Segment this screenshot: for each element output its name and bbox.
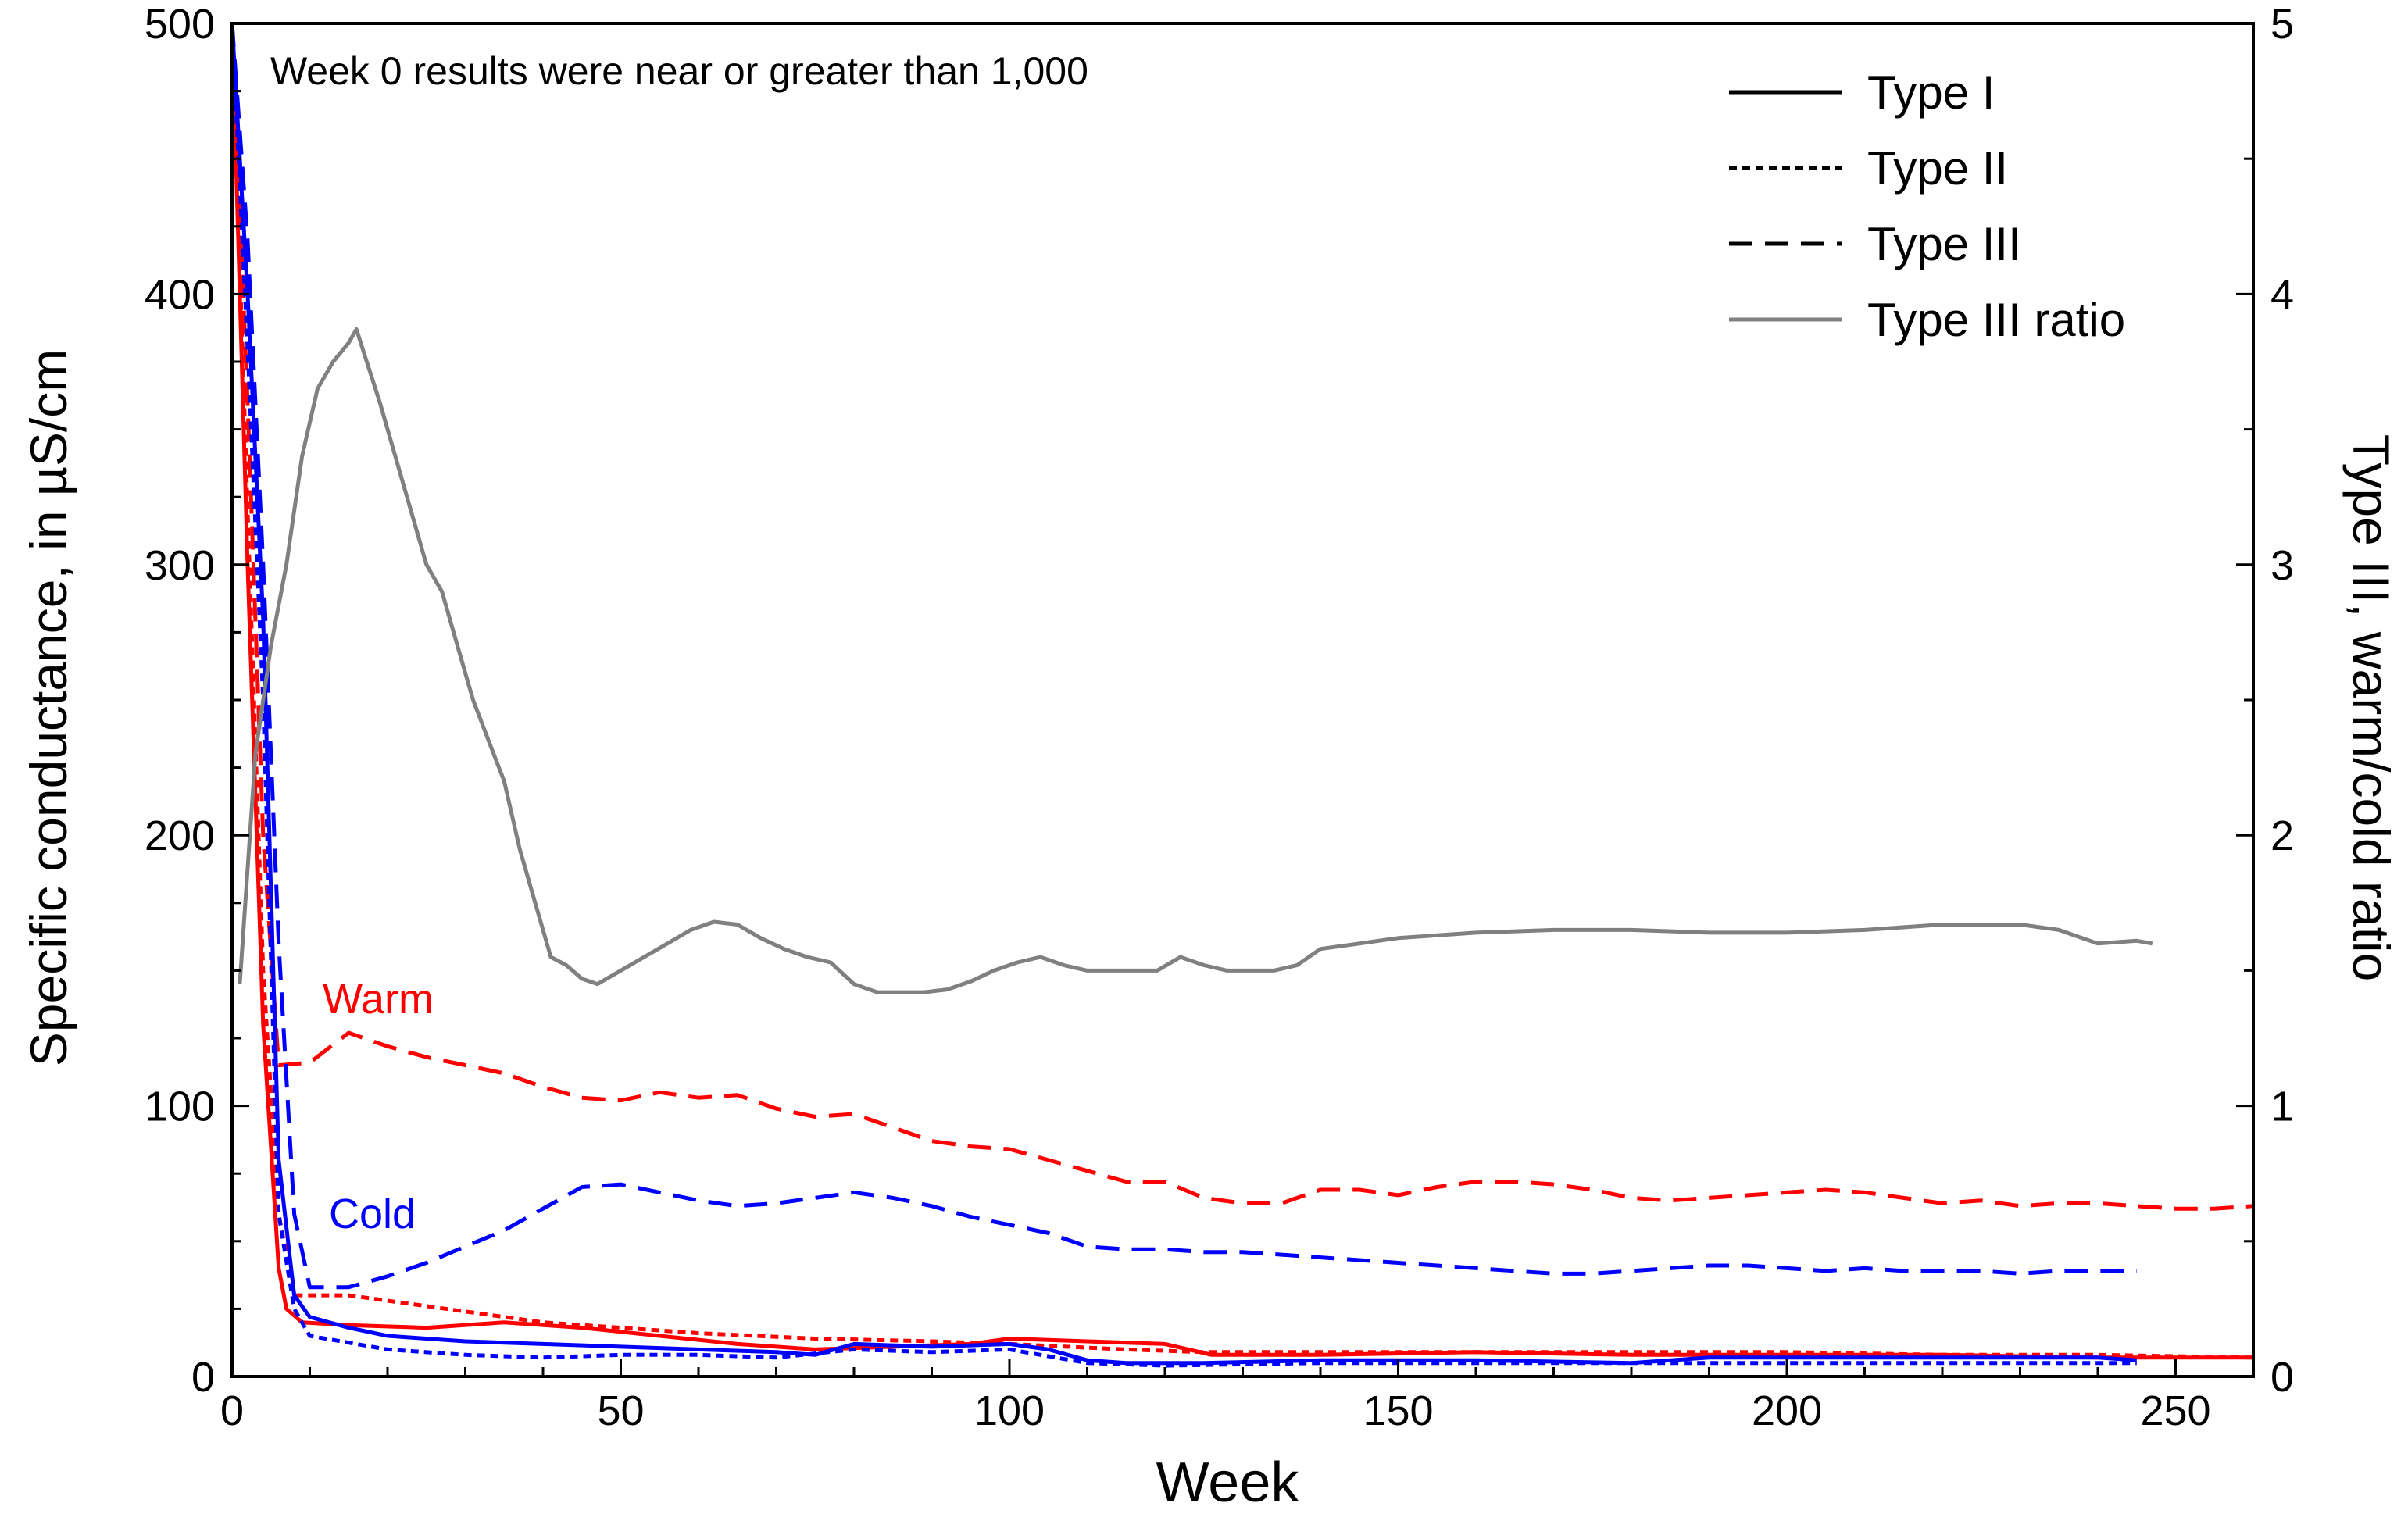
y2-axis-label: Type III, warm/cold ratio [2342, 434, 2400, 982]
x-tick-label: 100 [974, 1387, 1045, 1434]
x-tick-label: 0 [220, 1387, 244, 1434]
y2-tick-label: 2 [2270, 812, 2294, 859]
x-tick-label: 250 [2140, 1387, 2210, 1434]
y-tick-label: 100 [145, 1084, 215, 1130]
warm-label: Warm [323, 976, 434, 1023]
series-line-cold-type-iii [232, 23, 2137, 1290]
x-tick-label: 150 [1363, 1387, 1433, 1434]
y2-tick-label: 1 [2270, 1084, 2294, 1130]
annotation-text: Week 0 results were near or greater than… [270, 49, 1088, 93]
y-axis-label: Specific conductance, in µS/cm [20, 349, 77, 1066]
y-tick-label: 200 [145, 812, 215, 859]
y2-tick-label: 0 [2270, 1354, 2294, 1401]
y2-tick-label: 5 [2270, 1, 2294, 48]
x-tick-label: 200 [1752, 1387, 1822, 1434]
legend-label-type-iii: Type III [1867, 218, 2021, 270]
legend-label-type-ii: Type II [1867, 142, 2008, 195]
y-tick-label: 400 [145, 271, 215, 318]
cold-label: Cold [329, 1191, 416, 1237]
series-layer [232, 23, 2253, 1368]
legend: Type I Type II Type III Type III ratio [1729, 66, 2125, 346]
y-tick-label: 300 [145, 542, 215, 589]
series-line-type-iii-ratio [238, 327, 2153, 994]
y2-tick-label: 3 [2270, 542, 2294, 589]
legend-label-type-iii-ratio: Type III ratio [1867, 294, 2125, 346]
y-tick-label: 500 [145, 1, 215, 48]
series-line-cold-type-ii [232, 23, 2137, 1368]
series-line-warm-type-iii [232, 23, 2253, 1211]
x-tick-label: 50 [597, 1387, 644, 1434]
legend-label-type-i: Type I [1867, 66, 1995, 119]
ticks-layer: 0 50 100 150 200 250 0 100 200 300 400 500 0 1 2 3 4 5 [145, 1, 2294, 1434]
y2-tick-label: 4 [2270, 271, 2294, 318]
series-line-cold-type-i [232, 23, 2137, 1366]
y-tick-label: 0 [191, 1354, 215, 1401]
x-axis-label: Week [1156, 1451, 1300, 1514]
